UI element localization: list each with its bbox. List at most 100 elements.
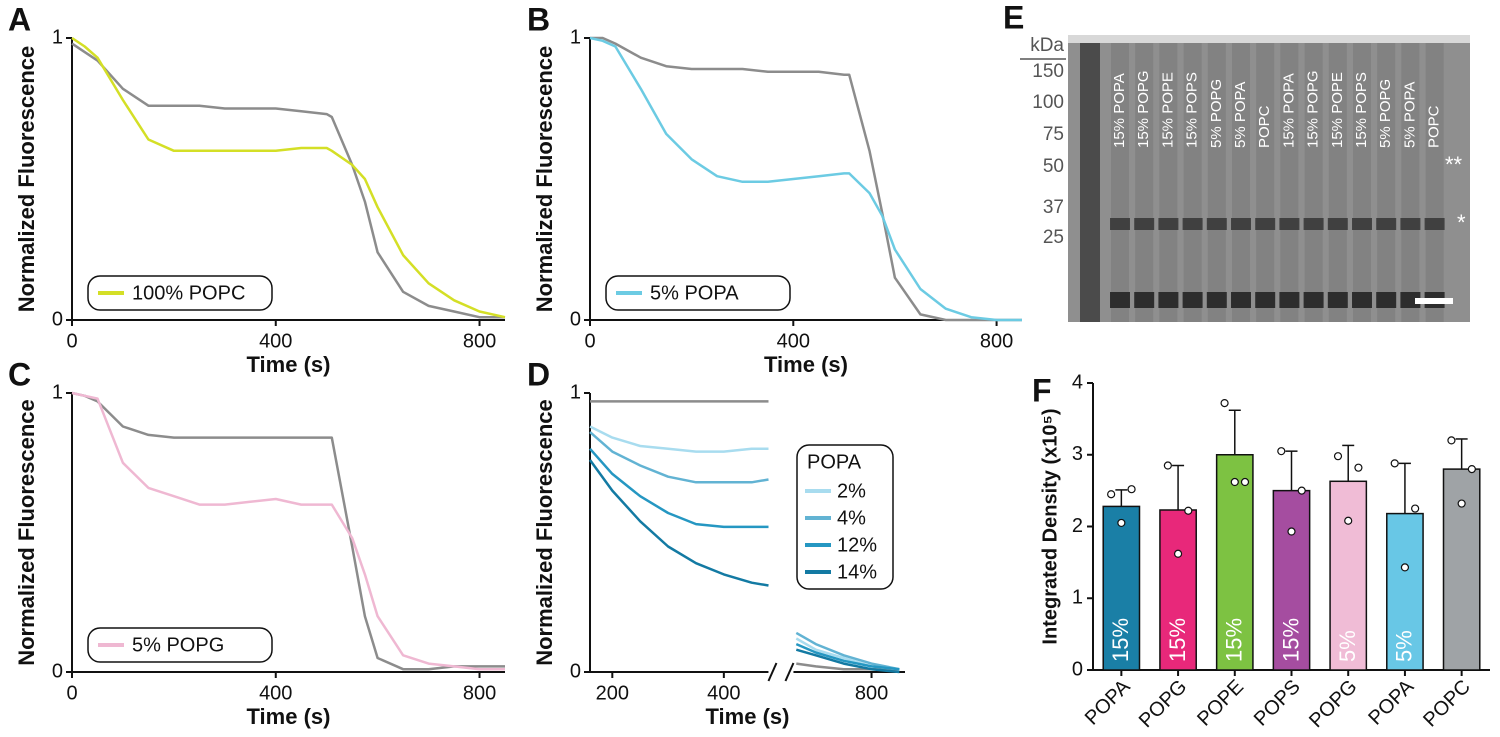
series-line: [71, 391, 505, 671]
scale-bar: [1415, 298, 1453, 304]
legend-label: 5% POPG: [132, 634, 224, 656]
lane: [1135, 43, 1154, 322]
data-point: [1184, 506, 1193, 515]
lane-label: 15% POPA: [1280, 73, 1297, 148]
bar-label: 15%: [1108, 618, 1133, 662]
unit-label: kDa: [1030, 35, 1064, 56]
y-tick-label: 0: [570, 660, 581, 682]
lane: [1232, 43, 1250, 322]
band: [1400, 218, 1421, 230]
data-point: [1163, 461, 1172, 470]
panel-letter: A: [8, 1, 31, 37]
band: [1327, 292, 1348, 308]
x-tick-label: POPA: [1081, 675, 1135, 729]
x-tick-label: POPE: [1193, 676, 1248, 731]
lane-label: 15% POPS: [1184, 72, 1201, 148]
y-tick-label: 0: [52, 660, 63, 682]
band: [1182, 292, 1203, 308]
data-point: [1173, 549, 1183, 558]
lane: [1401, 43, 1420, 322]
y-tick-label: 1: [570, 381, 581, 403]
data-point: [1344, 516, 1353, 525]
lane: [1183, 43, 1202, 322]
legend-title: POPA: [807, 451, 862, 473]
lane-label: 15% POPG: [1135, 70, 1152, 148]
lane-label: 15% POPS: [1353, 72, 1370, 148]
lane: [1159, 43, 1178, 322]
lane-label: 5% POPG: [1208, 79, 1225, 148]
bar: [1215, 454, 1254, 671]
x-tick-label: 400: [777, 330, 810, 352]
data-point: [1107, 490, 1116, 499]
series-line: [588, 459, 900, 674]
lane: [1111, 43, 1129, 322]
data-point: [1277, 447, 1286, 456]
gel-top: [1068, 35, 1470, 43]
bar-label: 5%: [1335, 630, 1360, 662]
band: [1158, 292, 1179, 308]
y-axis-label: Normalized Fluorescence: [532, 399, 557, 666]
series-line: [589, 447, 900, 671]
x-tick-label: 400: [259, 682, 292, 704]
marker-label: 100: [1032, 92, 1064, 113]
legend-box: [87, 275, 273, 311]
band: [1206, 292, 1227, 308]
lane: [1425, 43, 1444, 322]
y-tick-label: 0: [52, 308, 63, 330]
series-line: [589, 36, 1022, 322]
x-tick-label: POPC: [1419, 676, 1475, 732]
lane: [1280, 43, 1299, 322]
panel-letter: B: [527, 1, 550, 37]
panel-letter: D: [527, 356, 550, 392]
bar: [1442, 468, 1481, 671]
data-point: [1230, 477, 1239, 487]
x-axis-label: Time (s): [706, 704, 790, 729]
y-tick-label: 3: [1072, 443, 1083, 465]
lane-label: 5% POPA: [1401, 82, 1418, 148]
legend-box: [87, 627, 273, 663]
y-tick-label: 0: [1072, 658, 1083, 680]
bar: [1272, 489, 1311, 671]
band: [1206, 218, 1227, 230]
data-point: [1447, 436, 1456, 445]
bar-label: 15%: [1278, 618, 1303, 662]
y-tick-label: 1: [52, 26, 63, 48]
lane-label: 15% POPE: [1159, 72, 1176, 148]
data-point: [1297, 486, 1306, 495]
lane: [1328, 43, 1347, 322]
band: [1110, 292, 1130, 308]
lane-label: POPC: [1426, 105, 1443, 148]
data-point: [1333, 452, 1343, 461]
y-axis-label: Integrated Density (x10⁵): [1039, 408, 1061, 644]
band: [1376, 218, 1397, 230]
x-tick-label: 200: [596, 682, 629, 704]
bar-label: 5%: [1392, 630, 1417, 662]
legend-label: 100% POPC: [132, 282, 245, 304]
band: [1182, 218, 1203, 230]
marker-label: 75: [1043, 124, 1064, 145]
band: [1303, 292, 1324, 308]
series-line: [71, 391, 505, 671]
band: [1134, 218, 1155, 230]
series-line: [589, 431, 900, 671]
lane: [1353, 43, 1371, 322]
legend-label: 2%: [837, 480, 866, 502]
x-tick-label: 400: [707, 682, 740, 704]
y-axis-label: Normalized Fluorescence: [532, 46, 557, 313]
series-line: [71, 36, 506, 319]
legend-label: 4%: [837, 507, 866, 529]
marker-label: 25: [1043, 227, 1064, 248]
data-point: [1127, 485, 1136, 494]
x-tick-label: 800: [463, 682, 496, 704]
legend-box: [605, 275, 791, 311]
lane: [1256, 43, 1275, 322]
y-axis-label: Normalized Fluorescence: [14, 46, 39, 313]
y-tick-label: 1: [570, 26, 581, 48]
data-point: [1240, 477, 1250, 487]
x-tick-label: POPG: [1135, 676, 1191, 732]
marker-label: 50: [1043, 156, 1064, 177]
legend-label: 12%: [837, 534, 877, 556]
x-axis-label: Time (s): [247, 352, 331, 377]
series-line: [71, 42, 505, 319]
